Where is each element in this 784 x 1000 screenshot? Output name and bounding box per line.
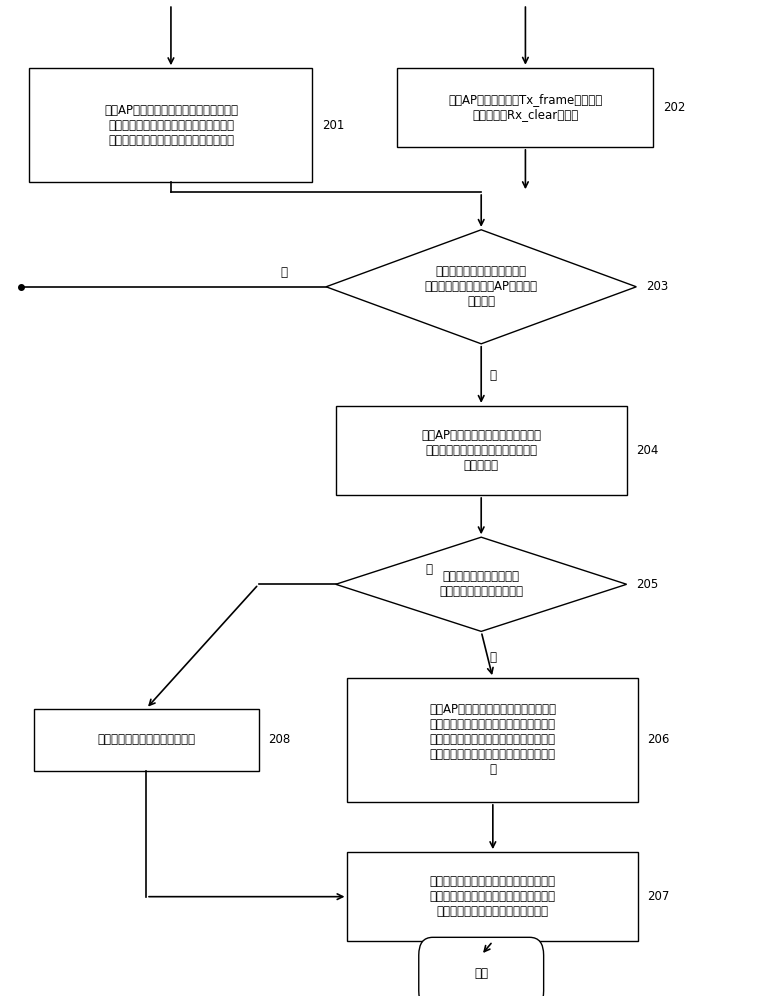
Text: 是: 是 (489, 369, 496, 382)
Text: 否: 否 (426, 563, 432, 576)
Text: 结束: 结束 (474, 967, 488, 980)
Text: 判断第一采样值比保存的
第二采样值是否高预定阈值: 判断第一采样值比保存的 第二采样值是否高预定阈值 (439, 570, 523, 598)
FancyBboxPatch shape (29, 68, 313, 182)
Text: 204: 204 (636, 444, 659, 457)
Text: 控制AP的全向天线处于监听模式，并对上
述全向天线的接收功率进行采样，获得并
保存该全向天线的接收功率的第二采样值: 控制AP的全向天线处于监听模式，并对上 述全向天线的接收功率进行采样，获得并 保… (104, 104, 238, 147)
Text: 206: 206 (648, 733, 670, 746)
Text: 203: 203 (646, 280, 668, 293)
Text: 在该AP的至少一根高增益天线中进行天
线切换，每进行一次切换，对当前切换到
的高增益天线的接收功率进行采样，获得
并保存当前切换到的高增益天线的采样功
率: 在该AP的至少一根高增益天线中进行天 线切换，每进行一次切换，对当前切换到 的高… (430, 703, 557, 776)
Text: 205: 205 (636, 578, 659, 591)
Text: 根据上述报文发送信号和上述
信道空闲信号确定上述AP是否正在
接收报文: 根据上述报文发送信号和上述 信道空闲信号确定上述AP是否正在 接收报文 (425, 265, 538, 308)
FancyBboxPatch shape (34, 709, 259, 771)
Text: 207: 207 (648, 890, 670, 903)
FancyBboxPatch shape (419, 937, 543, 1000)
Text: 选择上述全向天线作为接收天线: 选择上述全向天线作为接收天线 (97, 733, 195, 746)
Polygon shape (326, 230, 637, 344)
FancyBboxPatch shape (347, 852, 638, 941)
FancyBboxPatch shape (347, 678, 638, 802)
FancyBboxPatch shape (397, 68, 653, 147)
Text: 在上述至少一根高增益天线全部切换完毕
之后，选择采样功率最高的高增益天线作
为接收天线，直至上述报文接收完毕: 在上述至少一根高增益天线全部切换完毕 之后，选择采样功率最高的高增益天线作 为接… (430, 875, 556, 918)
Text: 对该AP的全向天线的接收功率进行采
样，获得上述全向天线的接收功率的
第一采样值: 对该AP的全向天线的接收功率进行采 样，获得上述全向天线的接收功率的 第一采样值 (421, 429, 541, 472)
Polygon shape (336, 537, 626, 631)
Text: 监测AP的报文发送（Tx_frame）信号和
信道空闲（Rx_clear）信号: 监测AP的报文发送（Tx_frame）信号和 信道空闲（Rx_clear）信号 (448, 93, 603, 121)
Text: 否: 否 (280, 266, 287, 279)
Text: 202: 202 (662, 101, 685, 114)
Text: 208: 208 (268, 733, 290, 746)
FancyBboxPatch shape (336, 406, 626, 495)
Text: 是: 是 (489, 651, 496, 664)
Text: 201: 201 (321, 119, 344, 132)
